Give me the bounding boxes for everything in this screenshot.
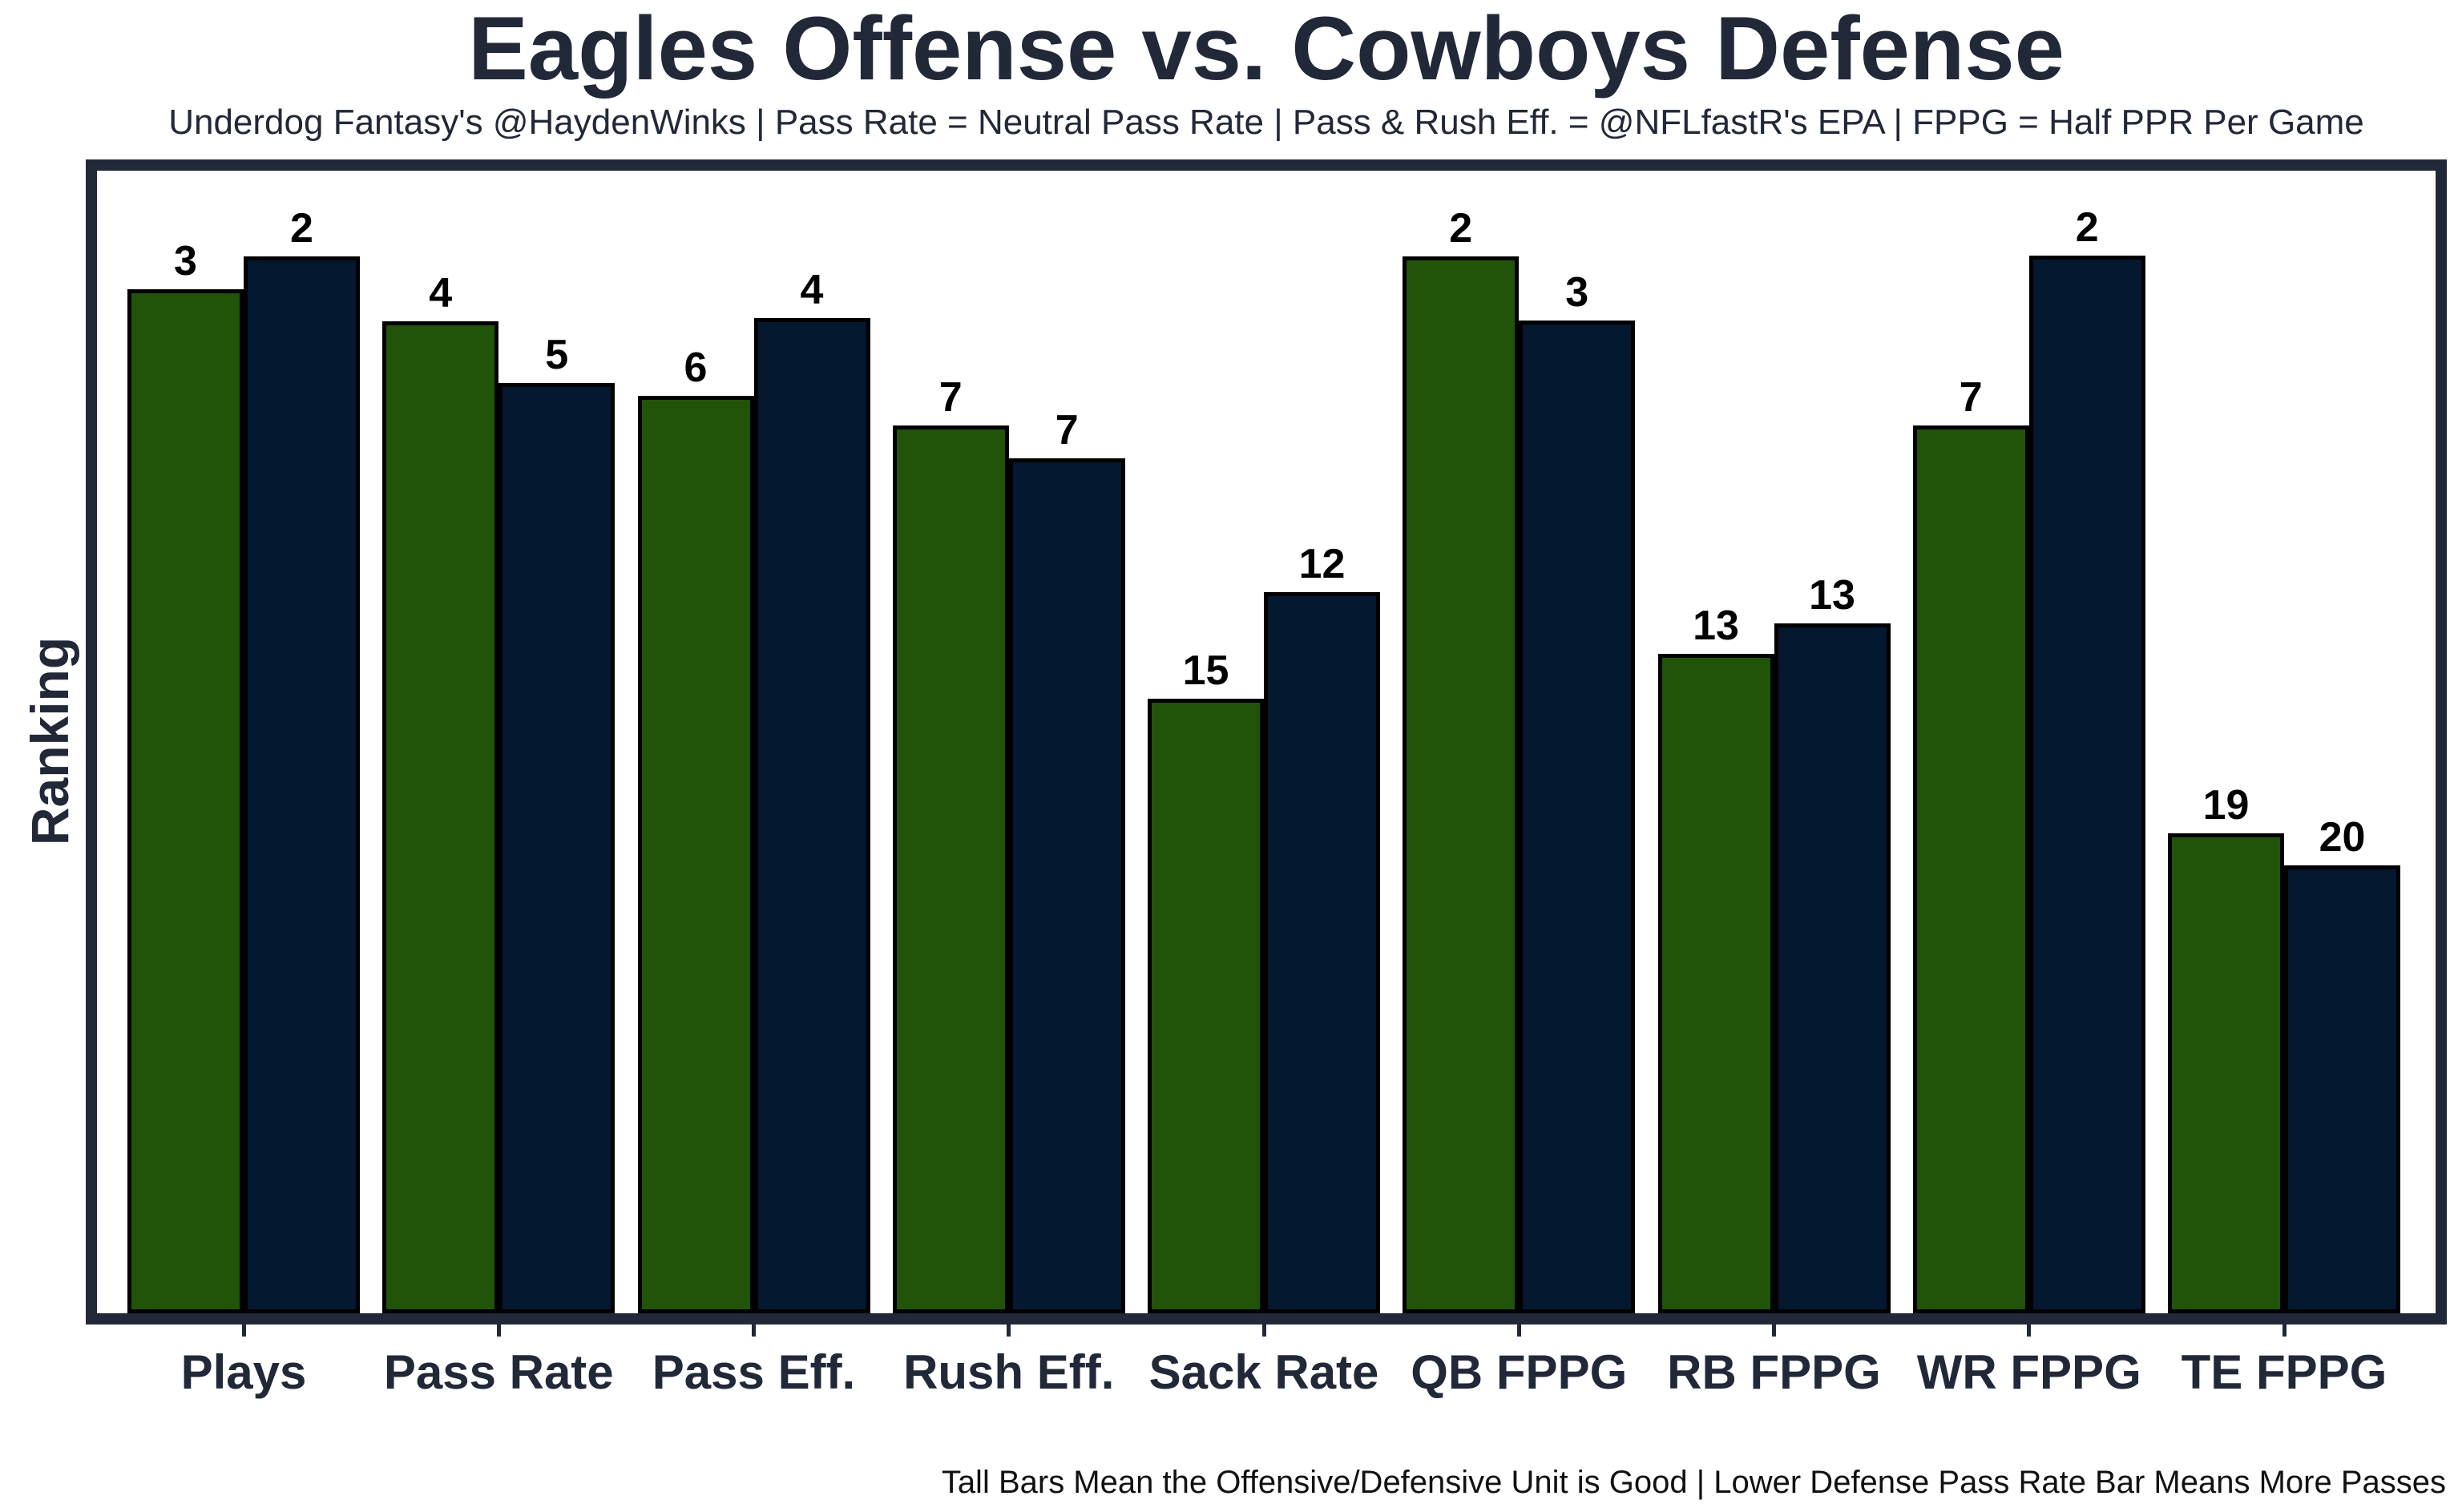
bar-value-label: 12 <box>1298 541 1346 587</box>
x-axis-tick <box>752 1325 756 1337</box>
bar-groups: 3 2 4 5 6 4 7 7 15 12 2 3 13 13 7 2 19 20 <box>97 171 2436 1313</box>
x-axis-cell-qb-fppg: QB FPPG <box>1403 1325 1635 1400</box>
bar-eagles-offense-te-fppg: 19 <box>2168 784 2284 1313</box>
bar-group-te-fppg: 19 20 <box>2168 784 2400 1313</box>
x-axis-label-plays: Plays <box>180 1345 307 1399</box>
bar-cowboys-defense-wr-fppg: 2 <box>2028 207 2145 1313</box>
x-axis-label-rush-eff: Rush Eff. <box>903 1345 1115 1399</box>
x-axis-label-sack-rate: Sack Rate <box>1148 1345 1379 1399</box>
x-axis-cell-rb-fppg: RB FPPG <box>1658 1325 1891 1400</box>
x-axis-tick <box>2027 1325 2032 1337</box>
bar-group-rb-fppg: 13 13 <box>1657 575 1891 1313</box>
bar-cowboys-defense-plays: 2 <box>244 208 360 1313</box>
bar-eagles-offense-plays: 3 <box>127 240 244 1313</box>
bar-cowboys-defense-rush-eff: 7 <box>1008 409 1125 1313</box>
bar-value-label: 7 <box>938 374 963 421</box>
bar-value-label: 13 <box>1809 572 1855 619</box>
x-axis-tick <box>1261 1325 1266 1337</box>
x-axis: Plays Pass Rate Pass Eff. Rush Eff. Sack Rat… <box>97 1325 2436 1400</box>
x-axis-label-qb-fppg: QB FPPG <box>1411 1345 1628 1399</box>
bar-value-label: 20 <box>2319 814 2366 861</box>
bar-cowboys-defense-te-fppg: 20 <box>2284 816 2400 1313</box>
x-axis-cell-pass-rate: Pass Rate <box>382 1325 615 1400</box>
bar-eagles-offense-qb-fppg: 2 <box>1403 208 1520 1313</box>
x-axis-label-wr-fppg: WR FPPG <box>1916 1345 2141 1399</box>
bar-cowboys-defense-pass-eff: 4 <box>753 269 870 1313</box>
bar-value-label: 2 <box>1449 205 1473 252</box>
bar-group-sack-rate: 15 12 <box>1148 543 1380 1313</box>
plot-area: 3 2 4 5 6 4 7 7 15 12 2 3 13 13 7 2 19 20 <box>86 159 2447 1325</box>
bar-cowboys-defense-rb-fppg: 13 <box>1774 575 1891 1313</box>
x-axis-label-pass-eff: Pass Eff. <box>652 1345 856 1399</box>
bar-value-label: 3 <box>1565 269 1589 316</box>
bar-eagles-offense-rb-fppg: 13 <box>1657 605 1774 1313</box>
x-axis-cell-wr-fppg: WR FPPG <box>1913 1325 2145 1400</box>
bar-value-label: 13 <box>1693 603 1739 649</box>
bar-value-label: 7 <box>1055 407 1079 454</box>
x-axis-cell-rush-eff: Rush Eff. <box>893 1325 1125 1400</box>
bar-eagles-offense-wr-fppg: 7 <box>1912 377 2029 1313</box>
bar-cowboys-defense-sack-rate: 12 <box>1264 543 1380 1313</box>
bar-value-label: 5 <box>545 332 569 378</box>
bar-value-label: 2 <box>290 205 313 252</box>
x-axis-tick <box>496 1325 501 1337</box>
x-axis-cell-te-fppg: TE FPPG <box>2168 1325 2400 1400</box>
y-axis-label: Ranking <box>20 636 79 846</box>
footer-note: Tall Bars Mean the Offensive/Defensive U… <box>941 1465 2446 1500</box>
bar-cowboys-defense-pass-rate: 5 <box>498 334 616 1313</box>
bar-value-label: 4 <box>429 270 453 317</box>
bar-eagles-offense-pass-rate: 4 <box>382 272 499 1313</box>
bar-eagles-offense-pass-eff: 6 <box>637 347 754 1313</box>
x-axis-tick <box>241 1325 246 1337</box>
bar-eagles-offense-sack-rate: 15 <box>1148 650 1264 1313</box>
bar-value-label: 15 <box>1182 647 1229 694</box>
bar-cowboys-defense-qb-fppg: 3 <box>1519 272 1636 1313</box>
chart-title: Eagles Offense vs. Cowboys Defense <box>468 0 2065 99</box>
x-axis-tick <box>2282 1325 2286 1337</box>
bar-value-label: 3 <box>174 238 197 284</box>
x-axis-tick <box>1516 1325 1521 1337</box>
x-axis-cell-pass-eff: Pass Eff. <box>638 1325 870 1400</box>
x-axis-label-rb-fppg: RB FPPG <box>1667 1345 1881 1399</box>
x-axis-cell-plays: Plays <box>127 1325 360 1400</box>
x-axis-tick <box>1772 1325 1776 1337</box>
x-axis-cell-sack-rate: Sack Rate <box>1148 1325 1380 1400</box>
x-axis-label-pass-rate: Pass Rate <box>383 1345 614 1399</box>
bar-eagles-offense-rush-eff: 7 <box>892 377 1009 1313</box>
bar-value-label: 7 <box>1959 374 1983 421</box>
bar-value-label: 6 <box>684 345 708 391</box>
bar-value-label: 19 <box>2202 782 2250 829</box>
bar-value-label: 4 <box>800 267 824 313</box>
chart-subtitle: Underdog Fantasy's @HaydenWinks | Pass R… <box>168 103 2364 142</box>
x-axis-tick <box>1007 1325 1011 1337</box>
bar-value-label: 2 <box>2075 204 2099 251</box>
x-axis-label-te-fppg: TE FPPG <box>2181 1345 2387 1399</box>
